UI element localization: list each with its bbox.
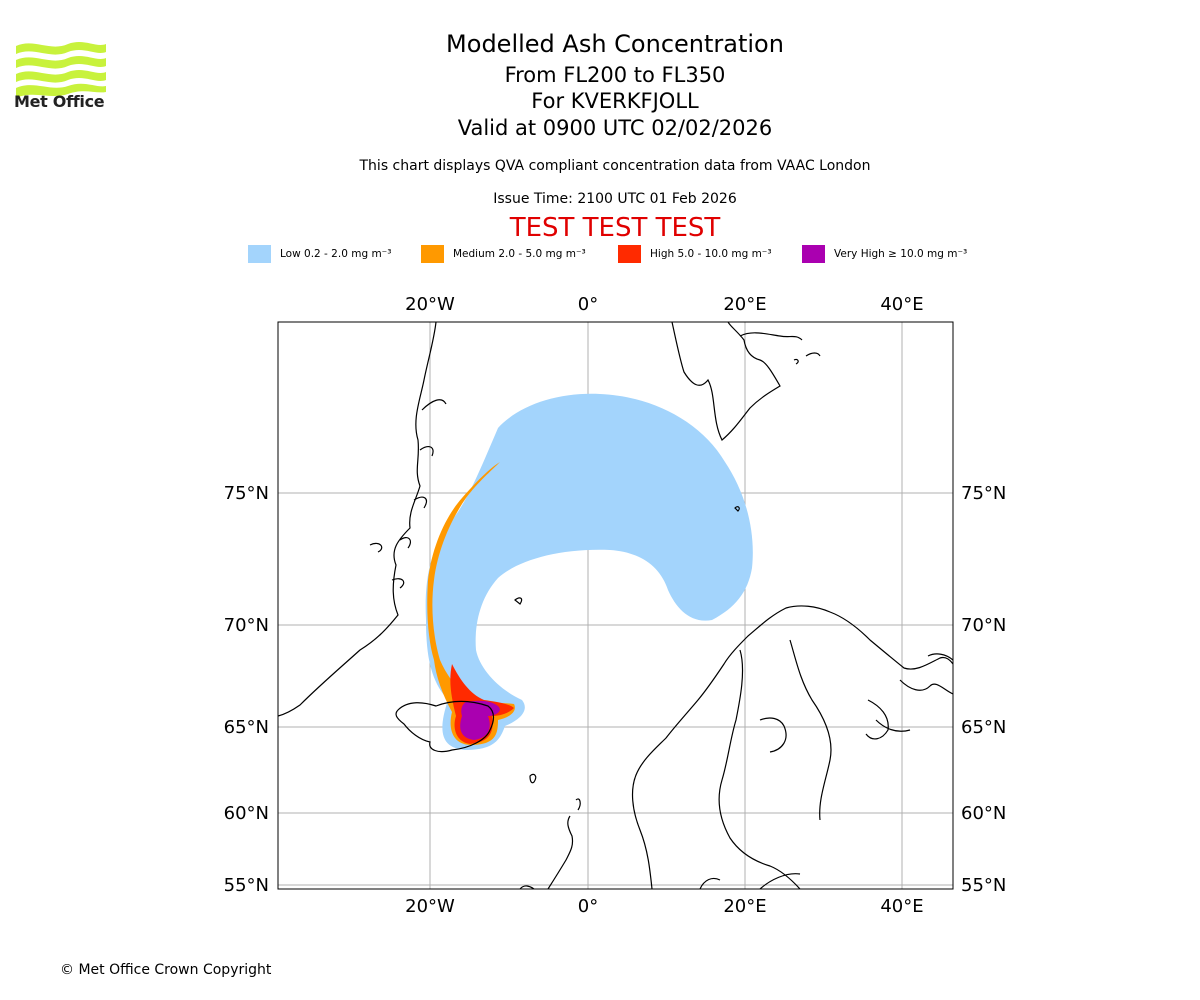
lon-label-top-40e: 40°E bbox=[880, 294, 923, 315]
ash-low-region bbox=[425, 393, 753, 750]
issue-time: Issue Time: 2100 UTC 01 Feb 2026 bbox=[493, 191, 737, 207]
flight-level-range: From FL200 to FL350 bbox=[504, 63, 726, 87]
legend-swatch-medium bbox=[421, 245, 444, 263]
legend-item-high: High 5.0 - 10.0 mg m⁻³ bbox=[618, 244, 772, 264]
legend-label-very-high: Very High ≥ 10.0 mg m⁻³ bbox=[834, 248, 968, 260]
lon-label-top-20w: 20°W bbox=[405, 294, 455, 315]
ash-very-high-region bbox=[460, 700, 500, 740]
map-content bbox=[278, 322, 953, 889]
lon-label-bottom-20w: 20°W bbox=[405, 896, 455, 917]
lat-label-right-60n: 60°N bbox=[961, 803, 1006, 824]
map-frame bbox=[277, 321, 954, 890]
legend-label-low: Low 0.2 - 2.0 mg m⁻³ bbox=[280, 248, 392, 260]
met-office-logo-icon bbox=[16, 42, 106, 98]
volcano-name: For KVERKFJOLL bbox=[531, 89, 699, 113]
lon-label-top-0: 0° bbox=[578, 294, 598, 315]
legend-item-very-high: Very High ≥ 10.0 mg m⁻³ bbox=[802, 244, 967, 264]
legend-swatch-high bbox=[618, 245, 641, 263]
copyright-notice: © Met Office Crown Copyright bbox=[60, 962, 272, 978]
legend-swatch-low bbox=[248, 245, 271, 263]
lat-label-right-70n: 70°N bbox=[961, 615, 1006, 636]
coastlines bbox=[278, 322, 953, 889]
lat-label-right-75n: 75°N bbox=[961, 483, 1006, 504]
legend-label-high: High 5.0 - 10.0 mg m⁻³ bbox=[650, 248, 772, 260]
lon-label-top-20e: 20°E bbox=[723, 294, 766, 315]
lat-label-left-75n: 75°N bbox=[224, 483, 269, 504]
lon-label-bottom-40e: 40°E bbox=[880, 896, 923, 917]
lat-label-right-65n: 65°N bbox=[961, 717, 1006, 738]
lat-label-right-55n: 55°N bbox=[961, 875, 1006, 896]
chart-title: Modelled Ash Concentration bbox=[446, 30, 784, 58]
legend-item-low: Low 0.2 - 2.0 mg m⁻³ bbox=[248, 244, 391, 264]
ash-medium-region bbox=[427, 462, 515, 745]
test-banner: TEST TEST TEST bbox=[509, 213, 721, 243]
chart-description: This chart displays QVA compliant concen… bbox=[359, 158, 871, 174]
lat-label-left-70n: 70°N bbox=[224, 615, 269, 636]
valid-time: Valid at 0900 UTC 02/02/2026 bbox=[457, 116, 773, 140]
legend-label-medium: Medium 2.0 - 5.0 mg m⁻³ bbox=[453, 248, 586, 260]
legend-item-medium: Medium 2.0 - 5.0 mg m⁻³ bbox=[421, 244, 586, 264]
lon-label-bottom-20e: 20°E bbox=[723, 896, 766, 917]
lat-label-left-60n: 60°N bbox=[224, 803, 269, 824]
logo-text: Met Office bbox=[14, 92, 105, 111]
lat-label-left-65n: 65°N bbox=[224, 717, 269, 738]
lat-label-left-55n: 55°N bbox=[224, 875, 269, 896]
lon-label-bottom-0: 0° bbox=[578, 896, 598, 917]
legend-swatch-very-high bbox=[802, 245, 825, 263]
